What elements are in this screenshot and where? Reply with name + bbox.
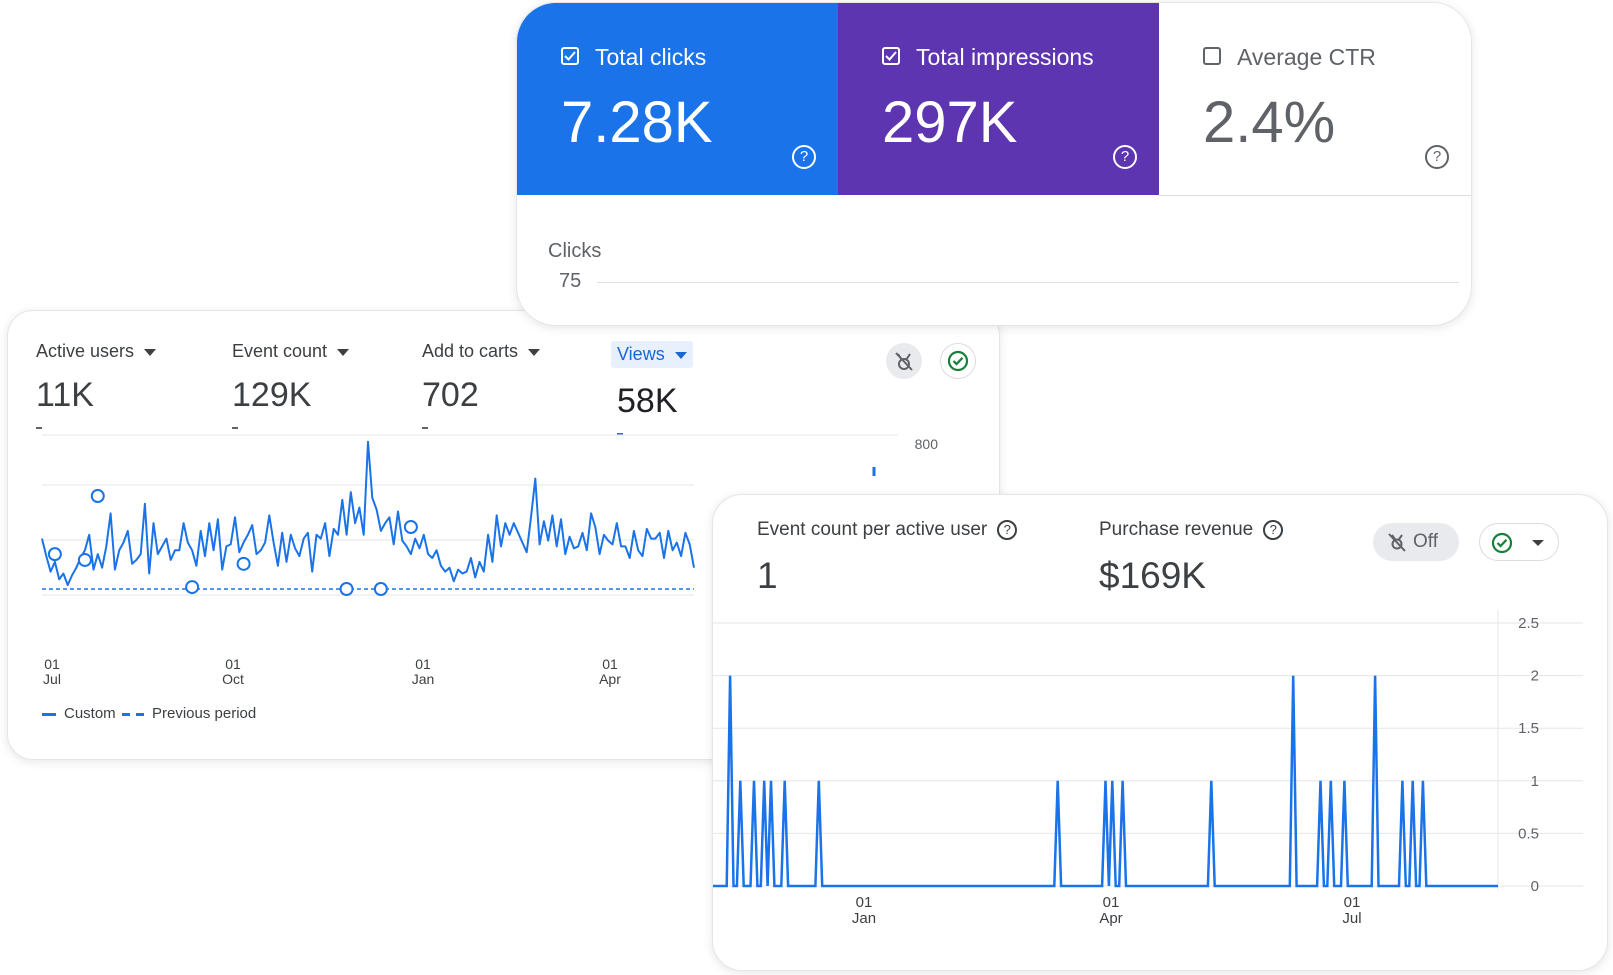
x-tick-day: 01 <box>1344 894 1361 911</box>
metric-value: 1 <box>757 555 778 596</box>
x-tick-month: Oct <box>222 671 244 687</box>
legend-previous-label: Previous period <box>152 705 257 722</box>
metric-value: 702 <box>422 376 479 414</box>
anomaly-marker <box>47 547 62 562</box>
x-tick-day: 01 <box>44 656 60 672</box>
metric-event-count[interactable]: Event count 129K <box>232 341 350 429</box>
help-icon[interactable]: ? <box>1425 145 1449 169</box>
clicks-axis-title: Clicks <box>548 240 602 262</box>
y-tick-label: 2 <box>1531 668 1539 685</box>
event-metrics-card: Event count per active user? 1 Purchase … <box>712 494 1608 971</box>
metric-value: 129K <box>232 376 312 414</box>
caret-down-icon[interactable] <box>674 351 687 359</box>
checkbox-unchecked-icon[interactable] <box>1203 47 1221 65</box>
metric-label: Active users <box>36 341 135 361</box>
x-tick-month: Jan <box>412 671 435 687</box>
event-count-series-line <box>713 675 1498 888</box>
x-tick-day: 01 <box>1103 894 1120 911</box>
metric-label: Views <box>617 344 665 364</box>
help-icon[interactable]: ? <box>1113 145 1137 169</box>
y-tick-label: 800 <box>915 436 939 452</box>
y-tick-label: 1.5 <box>1518 720 1539 737</box>
help-icon[interactable]: ? <box>997 519 1018 540</box>
metric-event-count-per-user[interactable]: Event count per active user? 1 <box>757 519 1018 597</box>
legend-custom: Custom <box>42 705 116 722</box>
metric-change <box>422 427 428 429</box>
tile-divider <box>1159 195 1471 196</box>
metric-value: $169K <box>1099 555 1206 596</box>
metric-change <box>232 427 238 429</box>
x-tick-day: 01 <box>602 656 618 672</box>
total-clicks-value: 7.28K <box>561 90 713 155</box>
anomaly-marker <box>403 520 418 534</box>
x-tick-day: 01 <box>225 656 241 672</box>
total-impressions-label: Total impressions <box>916 44 1094 70</box>
anomaly-marker <box>373 582 388 596</box>
x-tick-month: Apr <box>599 671 621 687</box>
insights-status-dropdown[interactable] <box>1479 523 1559 561</box>
help-icon[interactable]: ? <box>1263 519 1284 540</box>
x-tick-day: 01 <box>415 656 431 672</box>
total-clicks-tile[interactable]: Total clicks 7.28K ? <box>517 3 838 195</box>
checkbox-checked-icon[interactable] <box>561 47 579 65</box>
metric-add-to-carts[interactable]: Add to carts 702 <box>422 341 541 429</box>
caret-down-icon[interactable] <box>144 348 157 356</box>
legend-solid-swatch <box>42 712 56 716</box>
metric-purchase-revenue[interactable]: Purchase revenue? $169K <box>1099 519 1284 597</box>
x-tick-day: 01 <box>856 894 873 911</box>
anomaly-marker <box>90 489 105 503</box>
check-circle-icon <box>947 350 969 372</box>
search-console-performance-card: Total clicks 7.28K ? Total impressions 2… <box>516 2 1472 326</box>
metric-label: Purchase revenue <box>1099 519 1254 540</box>
metric-value: 58K <box>617 382 678 420</box>
y-tick-label: 1 <box>1531 773 1539 790</box>
x-tick-month: Jul <box>1342 910 1361 927</box>
metric-label: Event count per active user <box>757 519 988 540</box>
legend-previous: Previous period <box>122 705 256 722</box>
metric-label: Add to carts <box>422 341 519 361</box>
y-tick-label: 2.5 <box>1518 615 1539 632</box>
metric-value: 11K <box>36 376 94 414</box>
total-impressions-tile[interactable]: Total impressions 297K ? <box>838 3 1159 195</box>
metric-label: Event count <box>232 341 328 361</box>
legend-dashed-swatch <box>122 712 144 716</box>
y-tick-label: 0 <box>1531 878 1539 895</box>
anomaly-marker <box>185 580 200 595</box>
metric-change <box>36 427 42 429</box>
x-tick-month: Jul <box>43 671 61 687</box>
custom-series-line <box>41 440 695 587</box>
total-clicks-label: Total clicks <box>595 44 707 70</box>
metric-views[interactable]: Views 58K <box>611 341 693 435</box>
anomaly-marker <box>339 582 354 596</box>
chart-gridline <box>597 282 1459 283</box>
compare-off-icon <box>1388 533 1406 552</box>
check-circle-icon <box>1491 532 1544 554</box>
average-ctr-tile[interactable]: Average CTR 2.4% ? <box>1159 3 1471 195</box>
compare-off-button[interactable]: Off <box>1373 523 1459 561</box>
legend-custom-label: Custom <box>64 705 116 722</box>
insights-status-button[interactable] <box>940 343 976 379</box>
help-icon[interactable]: ? <box>792 145 816 169</box>
checkbox-checked-icon[interactable] <box>882 47 900 65</box>
compare-off-icon <box>895 352 913 371</box>
compare-toggle-button[interactable] <box>886 343 922 379</box>
total-impressions-value: 297K <box>882 90 1018 155</box>
x-tick-month: Apr <box>1099 910 1122 927</box>
average-ctr-value: 2.4% <box>1203 90 1336 155</box>
caret-down-icon[interactable] <box>337 348 350 356</box>
average-ctr-label: Average CTR <box>1237 44 1376 70</box>
caret-down-icon[interactable] <box>528 348 541 356</box>
off-label: Off <box>1413 531 1438 552</box>
metric-active-users[interactable]: Active users 11K <box>36 341 157 429</box>
metric-change <box>617 433 623 435</box>
clicks-axis-tick: 75 <box>559 270 582 292</box>
anomaly-marker <box>77 552 92 567</box>
x-tick-month: Jan <box>852 910 876 927</box>
y-tick-label: 0.5 <box>1518 825 1539 842</box>
anomaly-marker <box>236 556 251 571</box>
